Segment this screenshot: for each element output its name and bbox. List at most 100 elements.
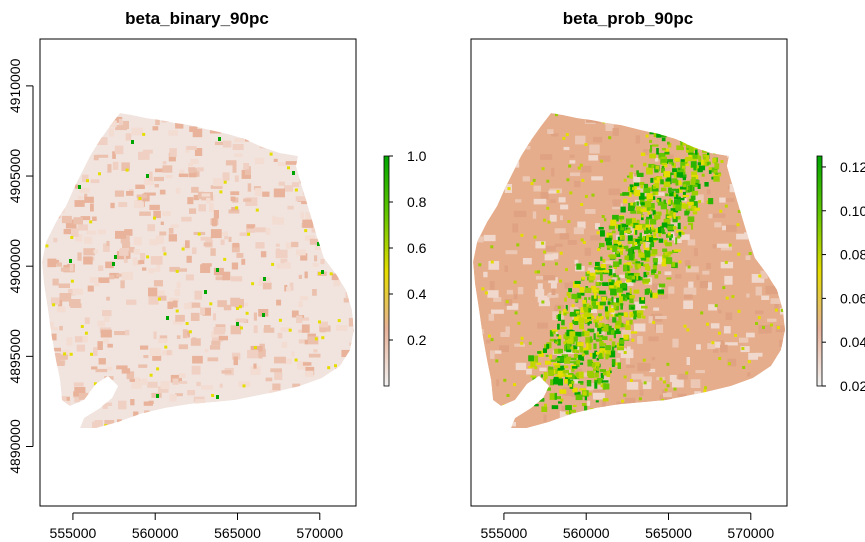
raster-cell [328, 186, 338, 190]
raster-cell [587, 276, 590, 281]
raster-cell [595, 400, 599, 403]
raster-cell [530, 375, 536, 378]
raster-cell [660, 226, 664, 230]
raster-cell [340, 241, 346, 246]
raster-cell [285, 242, 292, 249]
x-tick-label: 570000 [727, 525, 774, 541]
raster-cell [75, 234, 83, 242]
raster-cell [718, 357, 722, 360]
raster-cell [512, 223, 519, 233]
legend-tick-label: 1.0 [407, 148, 427, 164]
raster-cell [149, 171, 153, 181]
raster-cell [533, 235, 537, 239]
raster-cell [633, 411, 637, 416]
raster-cell [255, 242, 265, 249]
raster-cell [247, 132, 257, 141]
raster-cell [324, 206, 333, 211]
raster-cell [594, 372, 599, 378]
raster-cell [657, 201, 665, 206]
raster-cell [335, 367, 343, 376]
raster-cell [97, 341, 103, 350]
raster-cell [644, 250, 651, 258]
raster-cell [738, 133, 749, 142]
raster-cell [288, 328, 292, 332]
raster-cell [545, 354, 549, 357]
raster-cell [148, 287, 158, 297]
raster-cell [50, 147, 62, 153]
raster-cell [543, 275, 556, 281]
raster-cell [191, 365, 201, 375]
raster-cell [601, 327, 605, 331]
raster-cell [121, 162, 130, 171]
raster-cell [687, 265, 691, 269]
raster-cell [155, 117, 160, 126]
raster-cell [625, 320, 630, 327]
raster-cell [211, 394, 215, 397]
raster-cell [59, 403, 66, 410]
raster-cell [630, 331, 638, 334]
raster-cell [144, 410, 150, 416]
raster-cell [587, 400, 591, 406]
raster-cell [628, 416, 634, 425]
raster-cell [620, 349, 634, 359]
raster-cell [658, 231, 662, 237]
raster-cell [767, 170, 776, 174]
raster-cell [684, 294, 693, 299]
raster-cell [125, 133, 132, 141]
raster-cell [586, 383, 595, 391]
raster-cell [630, 217, 636, 224]
raster-cell [150, 256, 163, 265]
raster-cell [608, 188, 621, 196]
raster-cell [188, 172, 197, 178]
raster-cell [625, 280, 634, 286]
raster-cell [595, 223, 600, 230]
raster-cell [207, 357, 219, 362]
raster-cell [646, 204, 650, 211]
raster-cell [514, 343, 525, 347]
raster-cell [625, 325, 631, 330]
raster-cell [689, 198, 695, 202]
raster-cell [584, 143, 588, 146]
raster-cell [487, 290, 499, 298]
raster-cell [728, 243, 732, 247]
x-tick-label: 565000 [645, 525, 692, 541]
raster-cell [69, 264, 74, 272]
raster-cell [562, 136, 566, 140]
raster-cell [497, 421, 511, 428]
raster-cell [485, 116, 489, 120]
raster-cell [495, 409, 499, 412]
raster-cell [674, 236, 682, 243]
raster-cell [673, 387, 677, 391]
raster-cell [234, 153, 243, 157]
raster-cell [549, 355, 557, 360]
raster-cell [93, 154, 99, 161]
raster-cell [558, 310, 562, 315]
raster-cell [178, 173, 189, 178]
raster-cell [90, 352, 93, 356]
raster-cell [490, 245, 494, 249]
raster-cell [243, 163, 249, 170]
raster-cell [166, 350, 172, 356]
raster-cell [247, 349, 259, 359]
raster-cell [643, 381, 647, 385]
raster-cell [61, 164, 68, 168]
raster-cell [733, 171, 737, 175]
raster-cell [613, 240, 619, 244]
raster-cell [327, 119, 339, 124]
raster-cell [222, 172, 230, 181]
raster-cell [55, 360, 65, 366]
raster-cell [617, 277, 621, 281]
raster-cell [600, 256, 603, 261]
raster-cell [312, 193, 320, 202]
raster-cell [784, 124, 785, 132]
raster-cell [258, 309, 269, 317]
raster-cell [683, 287, 697, 295]
raster-cell [164, 114, 173, 122]
raster-cell [631, 279, 636, 283]
raster-cell [656, 294, 668, 300]
raster-cell [697, 183, 701, 189]
raster-cell [724, 275, 733, 285]
raster-cell [639, 240, 643, 244]
raster-cell [106, 296, 110, 301]
raster-cell [302, 362, 312, 366]
